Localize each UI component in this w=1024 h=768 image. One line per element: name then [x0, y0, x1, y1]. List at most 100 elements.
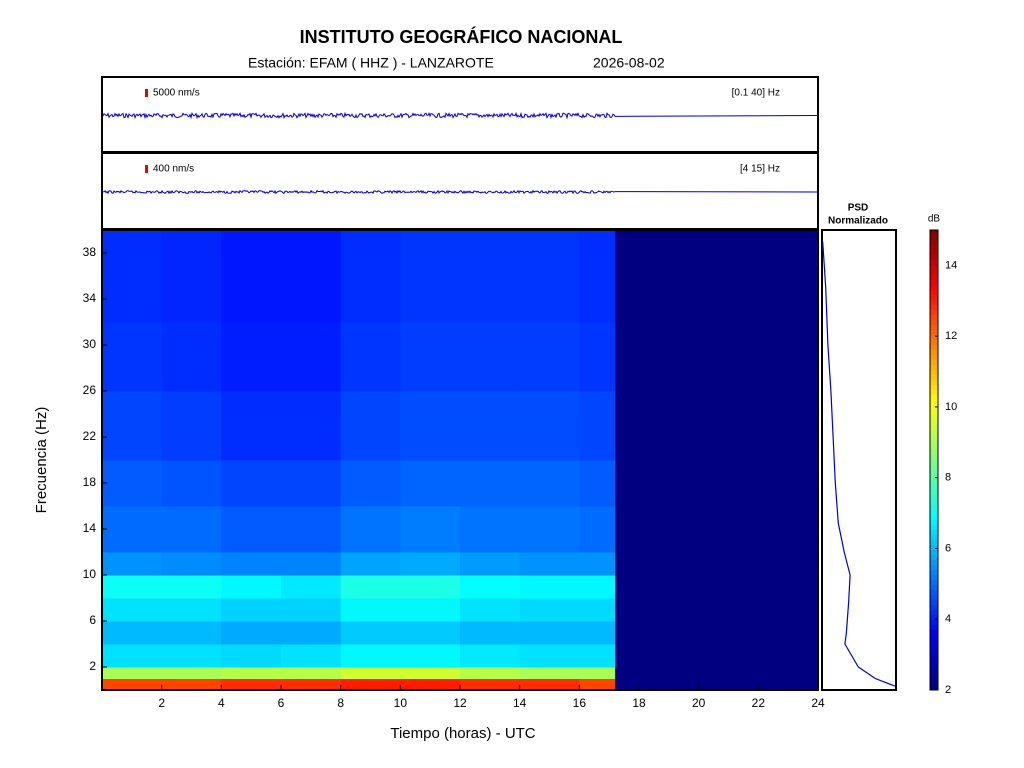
x-tick-label: 18 [632, 696, 646, 710]
heatmap-cell [340, 575, 401, 599]
heatmap-cell [460, 391, 521, 461]
x-tick-label: 8 [337, 696, 344, 710]
heatmap-cell [460, 230, 521, 323]
heatmap-cell [340, 322, 401, 392]
x-tick-label: 6 [278, 696, 285, 710]
psd-frame [821, 229, 897, 691]
colorbar-tick-label: 4 [945, 613, 951, 625]
colorbar-step [930, 300, 938, 306]
colorbar-step [930, 555, 938, 561]
heatmap-cell [102, 322, 163, 392]
heatmap-cell [400, 230, 461, 323]
heatmap-cell [579, 575, 616, 599]
colorbar-step [930, 235, 938, 241]
heatmap-cell [400, 621, 461, 645]
colorbar-step [930, 675, 938, 681]
colorbar-step [930, 630, 938, 636]
heatmap-cell [400, 667, 461, 679]
colorbar-step [930, 350, 938, 356]
heatmap-cell [519, 460, 580, 507]
colorbar-step [930, 310, 938, 316]
heatmap-cell [161, 667, 222, 679]
psd-line [822, 241, 897, 688]
colorbar-step [930, 245, 938, 251]
colorbar-step [930, 520, 938, 526]
y-tick-label: 18 [83, 475, 97, 489]
x-tick-label: 4 [218, 696, 225, 710]
heatmap-cell [102, 460, 163, 507]
heatmap-cell [281, 230, 342, 323]
colorbar-step [930, 260, 938, 266]
colorbar-step [930, 415, 938, 421]
heatmap-cell [221, 678, 282, 691]
x-tick-label: 2 [158, 696, 165, 710]
x-tick-label: 16 [573, 696, 587, 710]
colorbar-step [930, 665, 938, 671]
heatmap-cell [102, 552, 163, 576]
colorbar-step [930, 410, 938, 416]
heatmap-cell [519, 230, 580, 323]
colorbar-step [930, 670, 938, 676]
colorbar-step [930, 280, 938, 286]
colorbar-frame [929, 229, 939, 691]
heatmap-cell [615, 391, 819, 461]
heatmap-cell [340, 667, 401, 679]
heatmap-cell [579, 621, 616, 645]
trace-band: [4 15] Hz [740, 164, 780, 175]
heatmap-cell [460, 322, 521, 392]
heatmap-cell [400, 322, 461, 392]
heatmap-cell [161, 322, 222, 392]
colorbar-step [930, 465, 938, 471]
x-tick-label: 20 [692, 696, 706, 710]
station: Estación: EFAM ( HHZ ) - LANZAROTE [248, 55, 494, 71]
heatmap-cell [615, 667, 819, 679]
trace [101, 111, 819, 120]
heatmap-cell [102, 230, 163, 323]
heatmap-cell [281, 391, 342, 461]
heatmap-cell [221, 575, 282, 599]
colorbar-step [930, 315, 938, 321]
heatmap-cell [221, 322, 282, 392]
heatmap-cell [579, 391, 616, 461]
colorbar-step [930, 545, 938, 551]
heatmap-cell [519, 621, 580, 645]
colorbar-step [930, 550, 938, 556]
colorbar-step [930, 680, 938, 686]
colorbar-step [930, 285, 938, 291]
colorbar-step [930, 400, 938, 406]
heatmap-cell [615, 621, 819, 645]
heatmap-cell [579, 460, 616, 507]
colorbar-step [930, 525, 938, 531]
colorbar-step [930, 445, 938, 451]
heatmap-cell [579, 644, 616, 668]
psd-title: PSD [848, 203, 869, 214]
heatmap-cell [519, 667, 580, 679]
colorbar-step [930, 580, 938, 586]
heatmap-cell [460, 598, 521, 622]
y-tick-label: 22 [83, 429, 97, 443]
colorbar-step [930, 230, 938, 236]
heatmap-cell [221, 391, 282, 461]
heatmap-cell [161, 460, 222, 507]
colorbar-step [930, 365, 938, 371]
heatmap-cell [340, 460, 401, 507]
colorbar-step [930, 460, 938, 466]
heatmap-cell [221, 506, 282, 553]
heatmap-cell [400, 552, 461, 576]
colorbar-step [930, 480, 938, 486]
heatmap-cell [102, 598, 163, 622]
colorbar-step [930, 375, 938, 381]
colorbar-step [930, 320, 938, 326]
heatmap-cell [161, 678, 222, 691]
heatmap-cell [400, 644, 461, 668]
colorbar-step [930, 290, 938, 296]
y-tick-label: 30 [83, 337, 97, 351]
heatmap-cell [221, 598, 282, 622]
y-tick-label: 38 [83, 245, 97, 259]
colorbar-step [930, 385, 938, 391]
trace-frame [101, 76, 819, 153]
heatmap-cell [102, 667, 163, 679]
colorbar-step [930, 470, 938, 476]
heatmap-cell [161, 552, 222, 576]
